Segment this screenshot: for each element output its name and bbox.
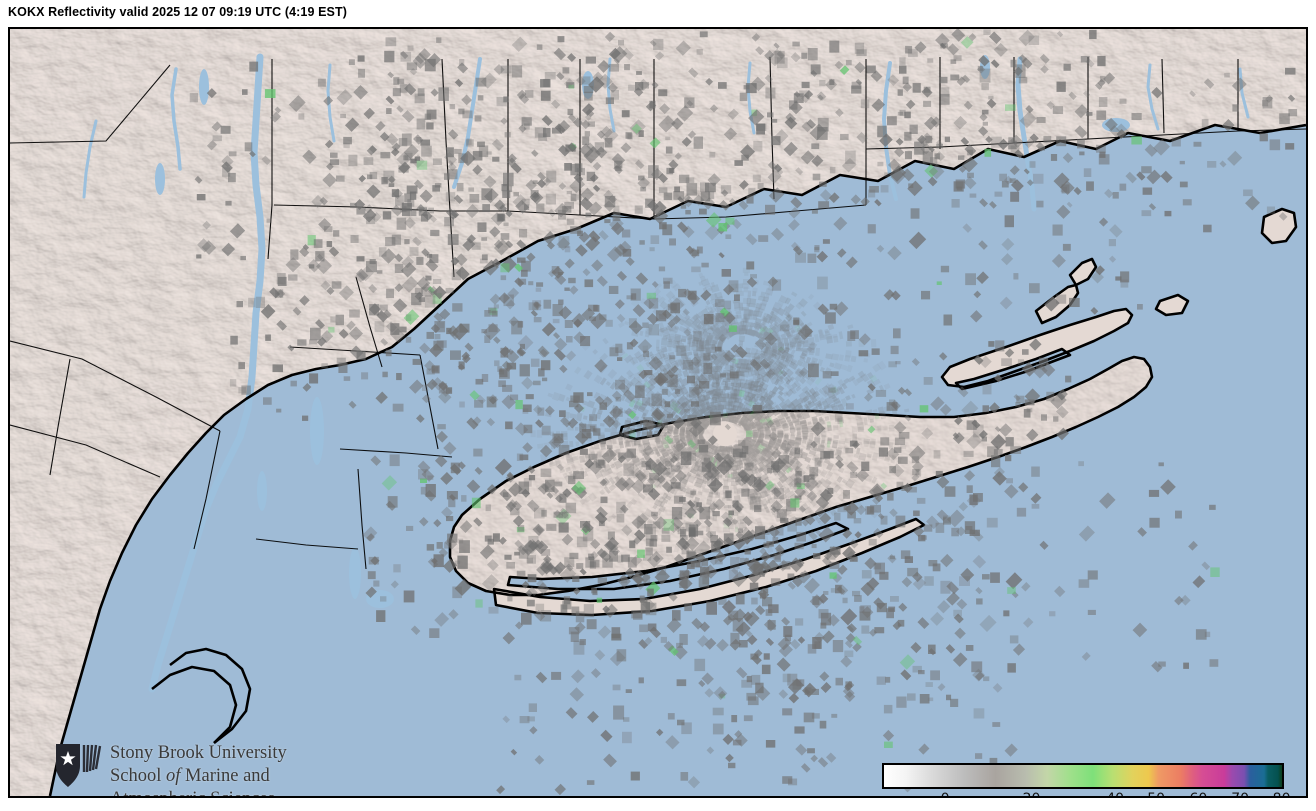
barrier-beach [494, 519, 924, 615]
colorbar-tick-50: 50 [1147, 791, 1165, 796]
page-title: KOKX Reflectivity valid 2025 12 07 09:19… [8, 5, 347, 19]
colorbar-tick-labels: 0 20 40 50 60 70 80 [882, 791, 1291, 796]
reflectivity-colorbar[interactable] [882, 763, 1284, 789]
colorbar-tick-20: 20 [1023, 791, 1041, 796]
colorbar-tick-60: 60 [1189, 791, 1207, 796]
radar-echo-layer [189, 29, 1298, 796]
colorbar-tick-80: 80 [1273, 791, 1291, 796]
colorbar-tick-0: 0 [941, 791, 950, 796]
clutter-echoes [189, 29, 1298, 796]
colorbar-tick-70: 70 [1231, 791, 1249, 796]
colorbar-gradient [884, 765, 1282, 787]
cone-of-silence [713, 422, 737, 446]
colorbar-tick-40: 40 [1106, 791, 1124, 796]
map-frame[interactable]: 0204050607080 Stony Brook University Sch… [8, 27, 1308, 798]
map-canvas[interactable] [10, 29, 1306, 796]
